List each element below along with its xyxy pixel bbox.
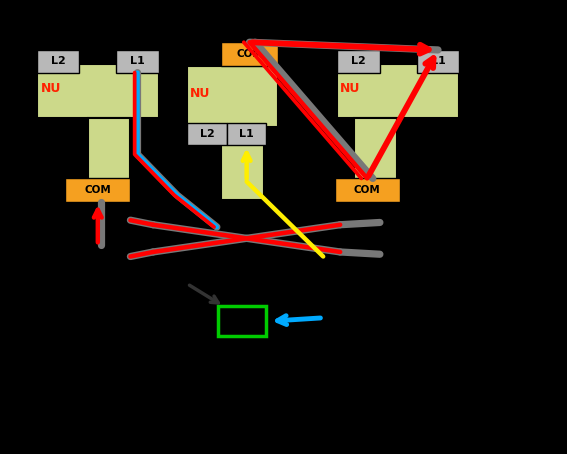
Bar [218, 306, 266, 336]
Bar [221, 127, 264, 200]
Bar [337, 64, 459, 118]
Bar [65, 178, 130, 202]
Bar [116, 50, 159, 73]
Bar [37, 64, 159, 118]
Text: NU: NU [340, 82, 361, 95]
Bar [37, 50, 79, 73]
Text: NU: NU [41, 82, 61, 95]
Text: NU: NU [190, 87, 210, 99]
Text: COM: COM [354, 185, 380, 195]
Bar [337, 50, 380, 73]
Bar [187, 66, 278, 127]
Bar [88, 118, 130, 200]
Text: L1: L1 [239, 129, 254, 139]
Text: L1: L1 [130, 56, 145, 66]
Text: L1: L1 [430, 56, 446, 66]
Bar [354, 118, 397, 200]
Text: L2: L2 [351, 56, 366, 66]
Text: L2: L2 [200, 129, 214, 139]
Text: COM: COM [84, 185, 111, 195]
Bar [335, 178, 400, 202]
Bar [187, 123, 227, 145]
Text: L2: L2 [50, 56, 66, 66]
Bar [417, 50, 459, 73]
Bar [227, 123, 266, 145]
Text: COM: COM [236, 49, 263, 59]
Bar [221, 42, 278, 66]
